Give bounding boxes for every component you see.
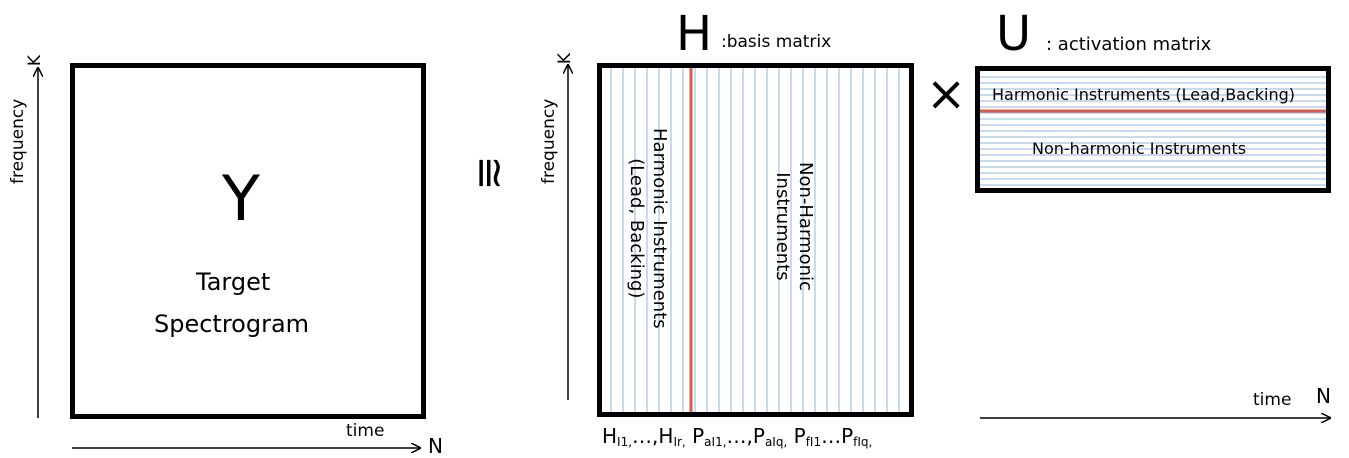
h-axis-end-k: K xyxy=(555,52,576,65)
y-axis-end-k: K xyxy=(25,54,46,67)
u-nonharmonic-label: Non-harmonic Instruments xyxy=(1032,139,1247,158)
pa-base: P xyxy=(692,424,705,448)
u-row-grid xyxy=(980,76,1326,186)
h-symbol: H xyxy=(676,6,713,62)
h-nonharmonic-line2: Instruments xyxy=(772,172,794,281)
dots2: …, xyxy=(726,424,753,448)
h-matrix-box xyxy=(597,63,914,417)
pf-sub1: fI1 xyxy=(805,435,822,449)
y-symbol: Y xyxy=(222,162,260,235)
h-nonharmonic-label: Non-Harmonic Instruments xyxy=(771,162,817,291)
y-matrix-box xyxy=(70,63,426,419)
y-frequency-label: frequency xyxy=(8,98,28,184)
pa-sub1: aI1, xyxy=(704,435,727,449)
h-harmonic-line1: Harmonic Instruments xyxy=(649,128,670,329)
u-grid-lines xyxy=(980,76,1326,186)
y-caption-line2: Spectrogram xyxy=(154,310,310,338)
pa-base2: P xyxy=(752,424,765,448)
dots3: … xyxy=(821,424,842,448)
u-time-label: time xyxy=(1253,390,1292,410)
h-bottom-labels: HI1,…,HIr, PaI1,…,PaIq, PfI1…PfIq, xyxy=(602,424,873,449)
approx-symbol: ≅ xyxy=(465,155,515,191)
h-harmonic-label: Harmonic Instruments (Lead, Backing) xyxy=(625,128,671,329)
h-base2: H xyxy=(658,424,674,448)
times-symbol: × xyxy=(926,66,967,122)
h-sub1: I1, xyxy=(617,435,633,449)
u-title: : activation matrix xyxy=(1046,34,1212,55)
u-axis-end-n: N xyxy=(1316,384,1331,408)
h-harmonic-line2: (Lead, Backing) xyxy=(626,158,648,299)
h-title: :basis matrix xyxy=(721,32,832,52)
u-symbol: U xyxy=(996,6,1032,62)
y-axis-end-n: N xyxy=(428,434,443,458)
h-nonharmonic-line1: Non-Harmonic xyxy=(795,162,816,291)
pf-base: P xyxy=(793,424,806,448)
pf-base2: P xyxy=(841,424,854,448)
u-matrix-box: Harmonic Instruments (Lead,Backing) Non-… xyxy=(975,66,1331,193)
pf-sub2: fIq, xyxy=(853,435,873,449)
h-base: H xyxy=(602,424,618,448)
h-frequency-label: frequency xyxy=(539,98,559,184)
h-sub2: Ir, xyxy=(673,435,686,449)
dots1: …, xyxy=(632,424,659,448)
y-caption-line1: Target xyxy=(196,268,271,296)
h-column-grid xyxy=(610,68,900,412)
pa-sub2: aIq, xyxy=(764,435,788,449)
u-harmonic-label: Harmonic Instruments (Lead,Backing) xyxy=(992,85,1296,104)
y-time-label: time xyxy=(346,421,385,441)
h-grid-lines xyxy=(610,68,900,412)
